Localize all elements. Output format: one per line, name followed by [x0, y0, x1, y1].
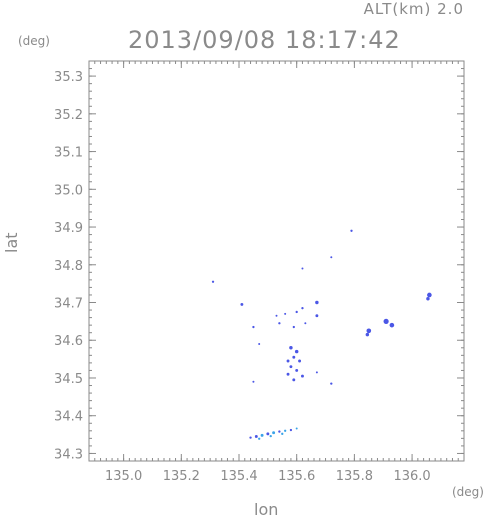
plot-frame	[88, 60, 465, 462]
echo-point	[289, 428, 293, 432]
echo-point	[298, 359, 302, 363]
echo-point	[330, 382, 333, 385]
echo-point	[240, 302, 244, 306]
x-axis-unit: (deg)	[452, 485, 484, 499]
echo-point	[289, 365, 293, 369]
echo-point	[330, 256, 333, 259]
echo-point	[292, 355, 296, 359]
echo-point	[295, 310, 298, 314]
echo-point	[286, 359, 290, 363]
echo-point	[301, 307, 304, 310]
x-tick-label: 135.8	[336, 469, 373, 484]
y-tick-label: 34.6	[54, 334, 83, 349]
echo-point	[252, 325, 255, 329]
altitude-label: ALT(km) 2.0	[363, 0, 464, 18]
echo-point	[284, 312, 287, 315]
echo-point	[278, 322, 281, 325]
y-tick-label: 34.5	[54, 372, 83, 387]
chart-title-datetime: 2013/09/08 18:17:42	[128, 26, 401, 54]
echo-point	[301, 267, 304, 270]
echo-point	[284, 429, 287, 432]
echo-point	[269, 434, 272, 438]
y-tick-label: 34.7	[54, 297, 83, 312]
echo-point	[427, 292, 432, 298]
x-tick-label: 136.0	[393, 469, 430, 484]
echo-point	[260, 433, 264, 437]
echo-point	[301, 374, 304, 378]
y-tick-label: 34.4	[54, 410, 83, 425]
echo-point	[266, 432, 270, 436]
y-tick-label: 34.8	[54, 259, 83, 274]
echo-point	[249, 436, 252, 439]
y-tick-label: 35.0	[54, 183, 83, 198]
echo-point	[292, 378, 296, 382]
y-tick-label: 35.2	[54, 108, 83, 123]
y-tick-label: 35.3	[54, 70, 83, 85]
x-tick-label: 135.6	[278, 469, 315, 484]
echo-point	[350, 229, 353, 232]
x-tick-label: 135.2	[163, 469, 200, 484]
echo-point	[272, 431, 276, 435]
echo-point	[278, 430, 281, 433]
echo-point	[315, 300, 319, 305]
echo-point	[383, 318, 389, 324]
echo-point	[281, 432, 284, 435]
echo-point	[304, 322, 307, 325]
echo-point	[295, 368, 299, 372]
echo-point	[365, 332, 370, 337]
echo-point	[366, 328, 372, 334]
echo-point	[254, 435, 258, 438]
y-tick-label: 34.9	[54, 221, 83, 236]
x-tick-label: 135.0	[105, 469, 142, 484]
x-tick-label: 135.4	[220, 469, 257, 484]
echo-point	[252, 380, 255, 383]
echo-point	[426, 297, 430, 301]
echo-point	[289, 346, 293, 350]
echo-point	[275, 314, 278, 317]
echo-point	[294, 349, 299, 354]
echo-point	[211, 280, 215, 283]
echo-point	[315, 314, 319, 318]
y-tick-label: 34.3	[54, 447, 83, 462]
echo-point	[258, 437, 261, 440]
y-axis-unit: (deg)	[18, 34, 50, 48]
y-tick-label: 35.1	[54, 146, 83, 161]
echo-point	[389, 322, 395, 328]
echo-point	[292, 325, 295, 329]
x-axis-label: lon	[254, 500, 279, 519]
echo-point	[286, 372, 290, 376]
echo-point	[315, 371, 318, 374]
echo-point	[295, 427, 298, 430]
echo-point	[258, 343, 261, 346]
